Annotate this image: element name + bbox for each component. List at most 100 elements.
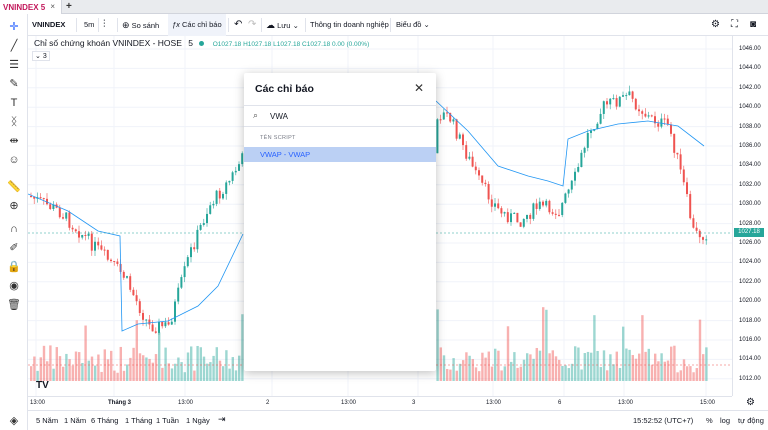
volume-bar (510, 361, 513, 381)
chart-type-button[interactable]: Biểu đồ ⌄ (396, 14, 430, 36)
candle-body (650, 115, 653, 117)
text-icon[interactable]: T (10, 97, 18, 109)
candle-body (167, 322, 170, 325)
lock-drawing-icon[interactable]: ✐ (9, 242, 19, 254)
save-button[interactable]: ☁ Lưu ⌄ (266, 14, 299, 36)
axis-settings-icon[interactable]: ⚙ (746, 397, 755, 408)
candle-body (583, 147, 586, 153)
ruler-icon[interactable]: 📏 (7, 181, 21, 193)
price-tick-label: 1028.00 (739, 220, 761, 227)
candle-body (142, 313, 144, 320)
volume-bar (650, 364, 654, 381)
candle-body (231, 172, 234, 181)
volume-bar (599, 367, 602, 381)
candle-body (458, 134, 461, 139)
price-tick-label: 1034.00 (739, 162, 761, 169)
date-range-icon[interactable]: ⇥ (218, 414, 226, 424)
candle-body (132, 289, 135, 296)
candle-body (618, 96, 621, 107)
volume-bar (218, 360, 222, 381)
candle-body (526, 214, 528, 219)
camera-icon[interactable]: ◙ (750, 19, 757, 30)
candle-body (103, 249, 106, 251)
time-axis[interactable]: 13:00 Tháng 3 13:00 2 13:00 3 13:00 6 13:00 15:00 (28, 396, 732, 410)
candle-body (516, 212, 519, 223)
volume-bar (526, 353, 529, 381)
candle-body (634, 98, 637, 110)
volume-bar (442, 355, 446, 381)
candle-body (151, 324, 154, 332)
candle-body (702, 237, 704, 240)
candle-body (695, 227, 698, 231)
zoom-in-icon[interactable]: ⊕ (9, 200, 19, 212)
redo-icon[interactable]: ↷ (248, 19, 257, 30)
tab-vnindex[interactable]: VNINDEX 5 × (0, 0, 62, 14)
settings-icon[interactable]: ⚙ (711, 19, 720, 30)
undo-icon[interactable]: ↶ (234, 19, 243, 30)
candle-body (202, 223, 205, 225)
candle-body (609, 98, 612, 105)
auto-toggle[interactable]: tự động (738, 416, 764, 425)
search-value: VWA (270, 112, 288, 121)
volume-bar (458, 363, 462, 381)
compare-button[interactable]: ⊕ So sánh (122, 14, 159, 36)
price-axis[interactable]: 1027.18 1046.00 1044.00 1042.00 1040.00 1038… (732, 36, 768, 396)
legend-collapse-button[interactable]: ⌄ 3 (32, 51, 50, 61)
symbol-search-button[interactable]: VNINDEX (32, 20, 66, 29)
trash-icon[interactable]: 🗑 (7, 299, 21, 311)
range-1m[interactable]: 1 Tháng (125, 416, 153, 425)
indicator-search-input[interactable]: ⌕ VWA (244, 105, 436, 127)
chart-type-label: Biểu đồ (396, 20, 422, 29)
volume-bar (238, 355, 241, 381)
log-toggle[interactable]: log (720, 416, 731, 425)
tradingview-logo-icon[interactable]: TV (36, 380, 49, 391)
volume-bar (679, 370, 682, 381)
interval-button[interactable]: 5m (84, 20, 95, 29)
pattern-icon[interactable]: ᛝ (10, 116, 18, 128)
range-1y[interactable]: 1 Năm (64, 416, 87, 425)
indicators-button[interactable]: ƒx Các chỉ báo (168, 14, 226, 36)
candle-body (478, 170, 480, 176)
horizontal-lines-icon[interactable]: ☰ (9, 59, 19, 71)
range-6m[interactable]: 6 Tháng (91, 416, 119, 425)
magnet-icon[interactable]: ∩ (10, 223, 18, 235)
lock-icon[interactable]: 🔒 (7, 261, 21, 273)
candle-body (65, 212, 68, 219)
candle-type-icon[interactable]: ⫶ (103, 19, 106, 30)
crosshair-icon[interactable]: ✛ (9, 21, 19, 33)
candle-body (554, 213, 557, 215)
measure-icon[interactable]: ⇹ (9, 135, 19, 147)
candle-body (154, 331, 157, 333)
percent-toggle[interactable]: % (706, 416, 713, 425)
candle-body (442, 112, 445, 120)
indicator-result-vwap[interactable]: VWAP - VWAP (244, 147, 436, 162)
compare-label: So sánh (131, 21, 160, 30)
volume-bar (158, 332, 161, 381)
volume-bar (692, 372, 695, 381)
price-tick-label: 1012.00 (739, 375, 761, 382)
volume-bar (551, 350, 554, 381)
fullscreen-icon[interactable]: ⛶ (731, 19, 738, 30)
range-1d[interactable]: 1 Ngày (186, 416, 210, 425)
range-5y[interactable]: 5 Năm (36, 416, 59, 425)
volume-bar (500, 370, 503, 381)
close-icon[interactable]: ✕ (414, 81, 425, 95)
volume-bar (666, 360, 670, 381)
clock-time[interactable]: 15:52:52 (UTC+7) (633, 416, 694, 425)
brush-icon[interactable]: ✎ (9, 78, 19, 90)
close-tab-icon[interactable]: × (50, 2, 55, 11)
layers-icon[interactable]: ◈ (9, 415, 19, 427)
candle-body (180, 277, 183, 288)
eye-icon[interactable]: ◉ (9, 280, 19, 292)
new-tab-button[interactable]: + (66, 1, 72, 12)
emoji-icon[interactable]: ☺ (8, 154, 20, 166)
price-tick-label: 1046.00 (739, 46, 761, 52)
range-1w[interactable]: 1 Tuần (156, 416, 179, 425)
candle-body (90, 233, 93, 251)
company-info-button[interactable]: Thông tin doanh nghiệp (310, 20, 389, 29)
chevron-down-icon: ⌄ (292, 21, 299, 30)
volume-bar (654, 353, 657, 381)
candle-body (42, 198, 45, 200)
candle-body (535, 203, 538, 209)
trend-line-icon[interactable]: ╱ (10, 40, 18, 52)
